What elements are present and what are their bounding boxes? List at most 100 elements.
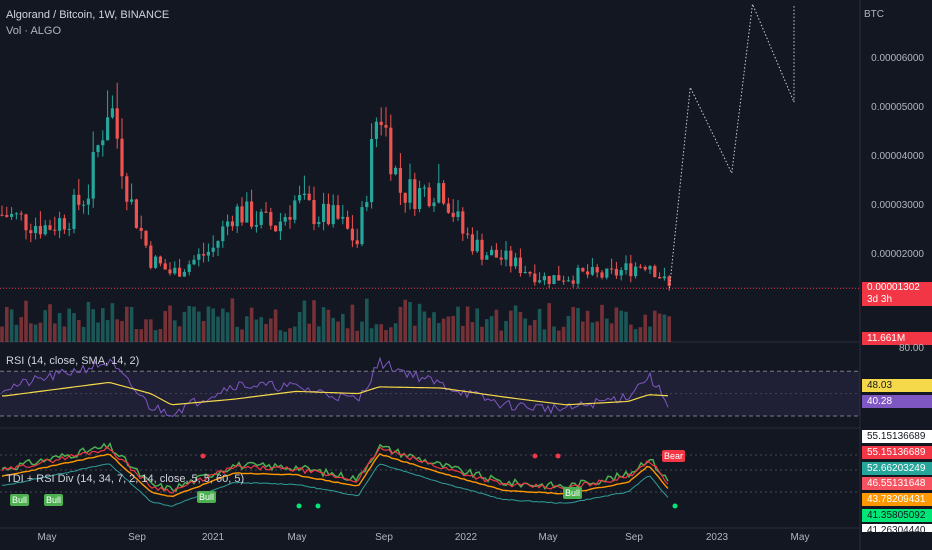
candle-body (240, 206, 244, 223)
candle-body (595, 267, 599, 273)
volume-bar (494, 309, 499, 342)
candle-body (590, 267, 594, 275)
volume-bar (408, 301, 412, 342)
candle-body (110, 108, 114, 118)
price-tick: 0.00006000 (871, 53, 924, 64)
volume-bar (470, 322, 475, 342)
candle-body (398, 167, 402, 193)
candle-body (24, 214, 28, 231)
rsi-band (0, 371, 860, 416)
volume-bar (129, 306, 134, 342)
volume-bar (211, 308, 215, 342)
volume-bar (259, 317, 263, 342)
price-tick: 0.00002000 (871, 249, 924, 260)
candle-body (283, 217, 287, 222)
volume-bar (648, 326, 652, 342)
volume-bar (158, 329, 163, 342)
bull-signal: Bull (197, 491, 217, 503)
symbol-title[interactable]: Algorand / Bitcoin, 1W, BINANCE (6, 9, 170, 21)
volume-bar (29, 323, 33, 342)
volume-bar (446, 316, 451, 342)
volume-bar (360, 321, 364, 342)
candle-body (523, 271, 527, 274)
volume-bar (393, 323, 398, 342)
candle-body (173, 267, 177, 274)
volume-bar (619, 310, 623, 342)
tdi-legend[interactable]: TDI + RSI Div (14, 34, 7, 2, 14, close, … (6, 473, 245, 485)
candle-body (221, 226, 225, 242)
volume-bar (403, 299, 407, 342)
rsi-legend[interactable]: RSI (14, close, SMA, 14, 2) (6, 355, 140, 367)
volume-bar (5, 306, 9, 342)
volume-bar (537, 308, 542, 342)
volume-bar (134, 328, 139, 342)
candle-body (456, 211, 460, 217)
volume-bar (427, 317, 431, 342)
candle-body (586, 271, 590, 275)
volume-bar (504, 320, 508, 342)
candle-body (216, 241, 220, 248)
volume-bar (43, 310, 47, 342)
candle-body (331, 205, 335, 225)
volume-bar (168, 305, 172, 342)
candle-body (302, 193, 306, 196)
candle-body (254, 224, 258, 227)
volume-bar (101, 308, 105, 342)
candle-body (624, 263, 628, 271)
volume-bar (595, 321, 599, 342)
candle-body (336, 205, 340, 219)
volume-bar (187, 306, 191, 342)
time-label: May (790, 532, 810, 543)
volume-bar (245, 316, 249, 342)
volume-bar (24, 300, 28, 342)
candle-body (288, 217, 292, 220)
time-label: 2021 (201, 532, 225, 543)
volume-bar (513, 305, 518, 342)
volume-bar (542, 329, 547, 342)
candle-body (379, 121, 383, 126)
volume-bar (86, 301, 91, 342)
volume-bar (331, 317, 335, 342)
candle-body (29, 230, 33, 234)
volume-bar (149, 319, 153, 342)
tdi-value-badge: 55.15136689 (862, 446, 932, 459)
volume-bar (240, 329, 244, 342)
candle-body (158, 256, 162, 264)
tdi-value-badge: 43.78209431 (862, 493, 932, 506)
tdi-orange-line (1, 453, 669, 498)
candle-body (446, 203, 450, 213)
candle-body (120, 138, 124, 177)
candle-body (365, 202, 369, 208)
volume-bar (384, 330, 388, 342)
volume-bar (509, 310, 513, 342)
volume-bar (638, 327, 643, 342)
candle-body (542, 276, 546, 281)
candle-body (264, 211, 268, 213)
candle-body (509, 250, 513, 267)
candle-body (139, 227, 143, 231)
candle-body (566, 280, 570, 282)
candle-body (43, 225, 47, 235)
candle-body (667, 276, 671, 287)
candle-body (5, 215, 9, 217)
volume-bar (273, 309, 278, 342)
time-label: Sep (625, 532, 643, 543)
candle-body (341, 216, 345, 219)
candle-body (499, 257, 503, 260)
candle-body (571, 280, 575, 284)
candle-body (67, 228, 71, 230)
volume-bar (177, 326, 182, 342)
time-label: Sep (128, 532, 146, 543)
candle-body (389, 127, 393, 175)
rsi-line (1, 356, 669, 417)
candle-body (230, 221, 234, 227)
current-price: 0.00001302 (867, 282, 920, 293)
candle-body (178, 267, 182, 277)
volume-bar (653, 310, 657, 342)
candle-body (293, 200, 297, 220)
volume-bar (307, 323, 311, 342)
volume-bar (389, 327, 393, 342)
volume-bar (206, 306, 211, 342)
volume-bar (173, 320, 177, 342)
